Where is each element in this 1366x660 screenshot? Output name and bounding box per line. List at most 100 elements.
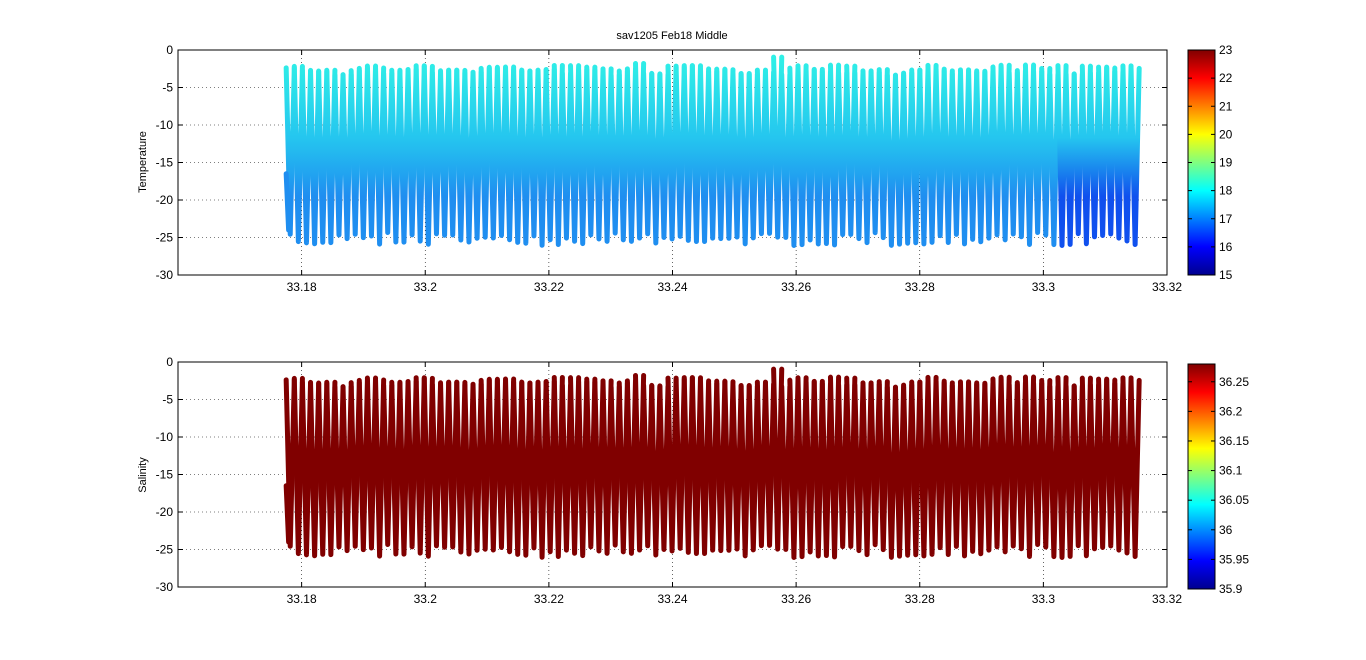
salinity-profile <box>1087 382 1102 552</box>
temperature-data <box>283 54 1142 248</box>
temperature-profile <box>1063 71 1077 247</box>
temperature-profile <box>633 60 647 241</box>
salinity-profile <box>844 375 858 549</box>
temperature-profile <box>608 72 622 236</box>
y-tick-label: -10 <box>156 118 174 132</box>
temperature-profile <box>697 66 712 245</box>
temperature-profile <box>1128 65 1142 248</box>
temperature-profile <box>1087 70 1102 240</box>
temperature-profile <box>1079 63 1093 247</box>
salinity-profile <box>738 382 752 559</box>
salinity-profile <box>519 380 533 558</box>
salinity-profile <box>657 384 671 552</box>
temperature-profile <box>478 65 492 240</box>
x-tick-label: 33.28 <box>905 592 935 606</box>
temperature-profile <box>1014 68 1028 240</box>
y-tick-label: 0 <box>166 355 173 369</box>
salinity-profile <box>681 375 695 555</box>
salinity-profile <box>1096 376 1110 550</box>
y-tick-label: -25 <box>156 231 174 245</box>
salinity-profile <box>1039 378 1053 550</box>
salinity-profile <box>1022 374 1037 559</box>
temperature-profile <box>446 67 460 238</box>
salinity-profile <box>876 379 890 553</box>
salinity-profile <box>966 380 980 554</box>
salinity-y-label: Salinity <box>137 457 149 493</box>
temperature-x-ticks: 33.18 33.2 33.22 33.24 33.26 33.28 33.3 33.32 <box>287 50 1182 294</box>
salinity-profile <box>957 379 972 559</box>
x-tick-label: 33.32 <box>1152 592 1182 606</box>
salinity-profile <box>1071 383 1085 549</box>
salinity-profile <box>584 376 598 550</box>
temperature-profile <box>1055 63 1069 248</box>
y-tick-label: -20 <box>156 193 174 207</box>
x-tick-label: 33.18 <box>287 280 317 294</box>
x-tick-label: 33.22 <box>534 280 564 294</box>
salinity-profile <box>689 375 703 557</box>
temperature-profile <box>519 68 533 246</box>
temperature-profile <box>762 69 777 236</box>
salinity-profile <box>624 378 639 556</box>
salinity-profile <box>1055 375 1069 560</box>
salinity-profile <box>787 377 801 560</box>
salinity-data <box>283 366 1142 560</box>
temperature-profile <box>340 72 354 242</box>
temperature-y-label: Temperature <box>137 131 149 193</box>
temperature-profile <box>819 69 833 247</box>
temperature-profile <box>990 64 1004 238</box>
temperature-profile <box>373 65 387 247</box>
x-tick-label: 33.2 <box>414 592 438 606</box>
salinity-colorbar: 36.25 36.2 36.15 36.1 36.05 36 35.95 35.9 <box>1187 363 1249 596</box>
temperature-profile <box>503 64 517 243</box>
temperature-profile <box>584 64 598 238</box>
salinity-profile <box>1104 377 1118 549</box>
temperature-profile <box>283 65 297 237</box>
temperature-profile <box>673 64 687 239</box>
salinity-profile <box>454 379 468 555</box>
temperature-profile <box>616 68 630 243</box>
x-tick-label: 33.22 <box>534 592 564 606</box>
salinity-profile <box>884 384 898 560</box>
salinity-profile <box>730 383 744 552</box>
y-tick-label: -5 <box>162 81 173 95</box>
temperature-profile <box>836 70 850 238</box>
x-tick-label: 33.24 <box>657 592 687 606</box>
salinity-profile <box>917 379 931 559</box>
salinity-panel: 33.18 33.2 33.22 33.24 33.26 33.28 33.3 33.32 0… <box>137 355 1249 606</box>
salinity-profile <box>697 378 712 557</box>
temperature-profile <box>779 72 793 240</box>
temperature-profile <box>1047 72 1061 248</box>
salinity-profile <box>405 378 419 550</box>
salinity-profile <box>494 378 509 550</box>
temperature-profile <box>624 66 639 244</box>
salinity-profile <box>819 381 833 559</box>
temperature-profile <box>1022 62 1037 247</box>
colorbar-tick-label: 35.95 <box>1219 552 1249 566</box>
temperature-profile <box>543 66 557 243</box>
salinity-profile <box>852 382 866 554</box>
salinity-profile <box>909 379 923 558</box>
salinity-colorbar-ticks: 36.25 36.2 36.15 36.1 36.05 36 35.95 35.9 <box>1188 375 1249 596</box>
colorbar-tick-label: 36.1 <box>1219 464 1243 478</box>
colorbar-tick-label: 36.25 <box>1219 375 1249 389</box>
temperature-profile <box>949 71 963 237</box>
temperature-profile <box>592 67 606 242</box>
salinity-profile <box>827 374 842 560</box>
colorbar-tick-label: 16 <box>1219 240 1233 254</box>
salinity-profile <box>413 375 427 556</box>
salinity-profile <box>600 378 614 556</box>
salinity-profile <box>1006 382 1020 549</box>
salinity-profile <box>933 378 947 551</box>
temperature-profile <box>641 70 655 237</box>
temperature-profile <box>706 69 720 241</box>
temperature-profile <box>551 62 565 248</box>
colorbar-tick-label: 36.15 <box>1219 434 1249 448</box>
temperature-profile <box>803 67 817 243</box>
colorbar-tick-label: 36.05 <box>1219 493 1249 507</box>
salinity-profile <box>340 384 354 554</box>
temperature-profile <box>397 68 411 245</box>
salinity-profile <box>283 377 297 549</box>
temperature-profile <box>1096 64 1110 238</box>
y-tick-label: -10 <box>156 430 174 444</box>
salinity-profile <box>608 384 622 548</box>
